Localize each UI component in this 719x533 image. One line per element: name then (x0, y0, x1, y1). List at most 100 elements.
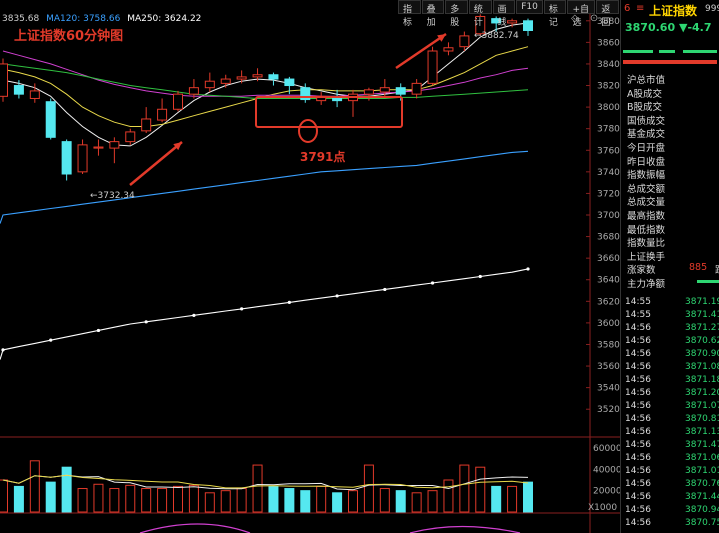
toolbar-button-indicator[interactable]: 指标 (398, 0, 421, 28)
tick-time: 14:56 (625, 349, 651, 359)
candle-body (173, 93, 183, 110)
volume-bar (348, 490, 358, 513)
volume-bar (379, 488, 390, 513)
volume-bar (29, 460, 40, 513)
toolbar-button-stats[interactable]: 统计 (468, 0, 492, 28)
toolbar-button-add-watch[interactable]: +自选 (567, 0, 596, 28)
y-tick-label: 3740 (597, 168, 620, 178)
volume-bar (109, 488, 120, 513)
target-icon[interactable]: ⊙ (589, 13, 599, 24)
stat-label: 总成交量 (627, 197, 666, 209)
ma250-dot (526, 267, 530, 271)
chart-area[interactable]: 3880 3860 3840 3820 3800 3780 3760 3740 3720 3700… (0, 0, 620, 533)
ma250-dot (144, 320, 148, 324)
volume-tick-label: 20000 (593, 487, 620, 497)
volume-bar (332, 492, 343, 513)
ma250-dot (383, 287, 387, 292)
tick-row: 14:56 3871.08 (625, 362, 719, 372)
tick-time: 14:56 (625, 401, 651, 411)
volume-bar (363, 464, 374, 513)
tick-price: 3870.75 (685, 518, 719, 528)
candle-body (13, 85, 24, 95)
tick-time: 14:55 (625, 310, 651, 320)
tick-row: 14:56 3871.20 (625, 388, 719, 398)
ma-line-ma60 (2, 63, 529, 99)
volume-bar (13, 485, 24, 513)
y-tick-label: 3520 (597, 405, 620, 415)
tick-time: 14:56 (625, 440, 651, 450)
tick-row: 14:56 3870.81 (625, 414, 719, 424)
stat-label: 国债成交 (627, 115, 666, 127)
volume-bar (491, 485, 502, 513)
candle-body (61, 141, 72, 175)
tick-row: 14:56 3871.06 (625, 453, 719, 463)
ma250-dot (1, 348, 5, 352)
diamond-icon[interactable]: ◇ (571, 13, 579, 24)
y-tick-label: 3880 (597, 17, 620, 27)
volume-bar (141, 488, 152, 513)
toolbar-button-draw[interactable]: 画线 (492, 0, 516, 28)
code-badge: 6 (624, 3, 631, 14)
tick-price: 3871.19 (685, 297, 719, 307)
volume-bar (427, 490, 438, 513)
candle-body (45, 101, 56, 138)
stat-label: 总成交额 (627, 183, 666, 195)
volume-bar (236, 488, 247, 513)
tick-price: 3871.27 (685, 323, 719, 333)
candle-body (395, 87, 406, 95)
consolidation-box (255, 96, 403, 128)
tick-price: 3871.41 (685, 310, 719, 320)
volume-bar (61, 466, 72, 513)
y-tick-label: 3700 (597, 211, 620, 221)
tick-row: 14:56 3871.47 (625, 440, 719, 450)
toolbar-button-f10[interactable]: F10 (516, 0, 543, 14)
volume-tick-label: 40000 (593, 465, 620, 475)
volume-unit-label: X1000 (588, 503, 618, 513)
candle-body (109, 141, 120, 149)
toolbar-button-overlay[interactable]: 叠加 (421, 0, 445, 28)
stat-label: 基金成交 (627, 129, 666, 141)
y-tick-label: 3540 (597, 384, 620, 394)
tick-row: 14:55 3871.19 (625, 297, 719, 307)
stat-label: B股成交 (627, 102, 663, 114)
tick-price: 3870.90 (685, 349, 719, 359)
volume-bar (0, 479, 8, 513)
stat-label: 昨日收盘 (627, 156, 666, 168)
tick-row: 14:56 3870.62 (625, 336, 719, 346)
volume-bar (77, 488, 88, 513)
tick-price: 3870.81 (685, 414, 719, 424)
stat-label: A股成交 (627, 88, 662, 100)
stat-label: 主力净额 (627, 276, 719, 290)
ma250-dot (240, 307, 244, 311)
candle-body (77, 144, 88, 173)
tick-time: 14:56 (625, 336, 651, 346)
tick-time: 14:56 (625, 518, 651, 528)
ma250-dot (430, 281, 435, 285)
chart-title: 上证指数60分钟图 (14, 29, 124, 44)
candle-body (379, 87, 390, 93)
kline-chart[interactable]: 3880 3860 3840 3820 3800 3780 3760 3740 3720 3700… (0, 0, 620, 533)
toolbar-button-mark[interactable]: 标记 (543, 0, 567, 28)
low-price-label: ←3732.34 (90, 191, 135, 201)
candle-body (523, 20, 533, 32)
menu-icon[interactable]: ≡ (636, 3, 645, 14)
volume-bar (220, 490, 231, 513)
rise-count: 885 (689, 262, 708, 274)
candle-body (300, 87, 311, 101)
candle-body (29, 90, 40, 99)
toolbar-button-multi[interactable]: 多股 (445, 0, 468, 28)
tick-price: 3870.62 (685, 336, 719, 346)
tick-row: 14:56 3871.01 (625, 466, 719, 476)
stat-label: 最低指数 (627, 224, 666, 236)
candle-body (459, 35, 470, 48)
y-tick-label: 3640 (597, 276, 620, 286)
ma-line-ma20 (2, 50, 529, 97)
y-tick-label: 3560 (597, 362, 620, 372)
volume-ma-line (2, 474, 529, 489)
toolbar-button-back[interactable]: 返回 (596, 0, 620, 28)
tick-row: 14:56 3871.13 (625, 427, 719, 437)
toolbar: 指标 叠加 多股 统计 画线 F10 标记 +自选 返回 (398, 0, 620, 28)
candle-body (268, 74, 279, 80)
current-price: 3870.60 (625, 21, 676, 34)
tick-price: 3871.18 (685, 375, 719, 385)
